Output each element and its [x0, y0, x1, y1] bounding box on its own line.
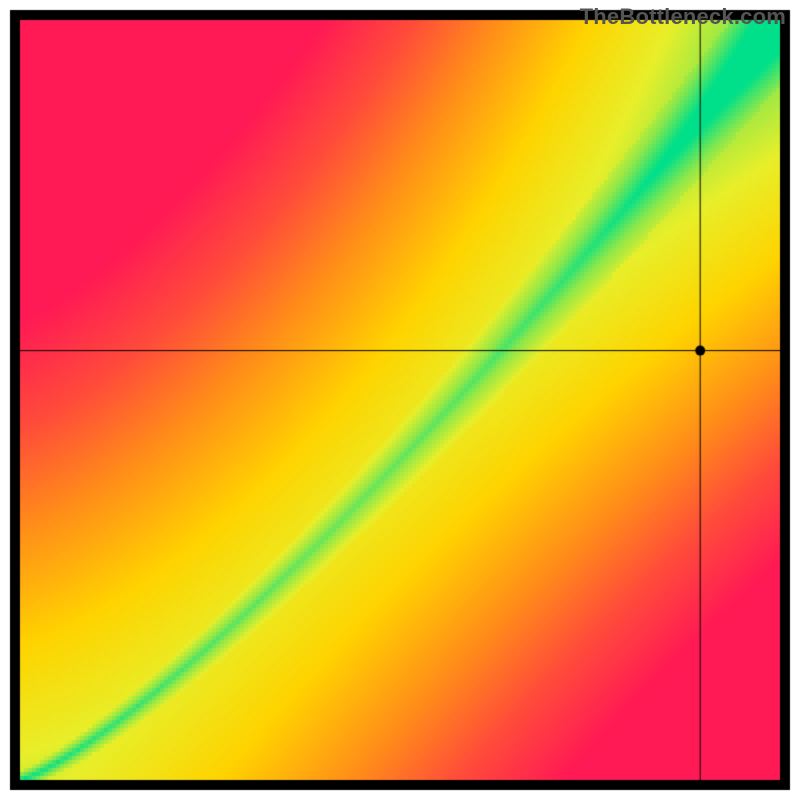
watermark-text: TheBottleneck.com [580, 4, 786, 30]
bottleneck-heatmap [0, 0, 800, 800]
chart-container: TheBottleneck.com [0, 0, 800, 800]
